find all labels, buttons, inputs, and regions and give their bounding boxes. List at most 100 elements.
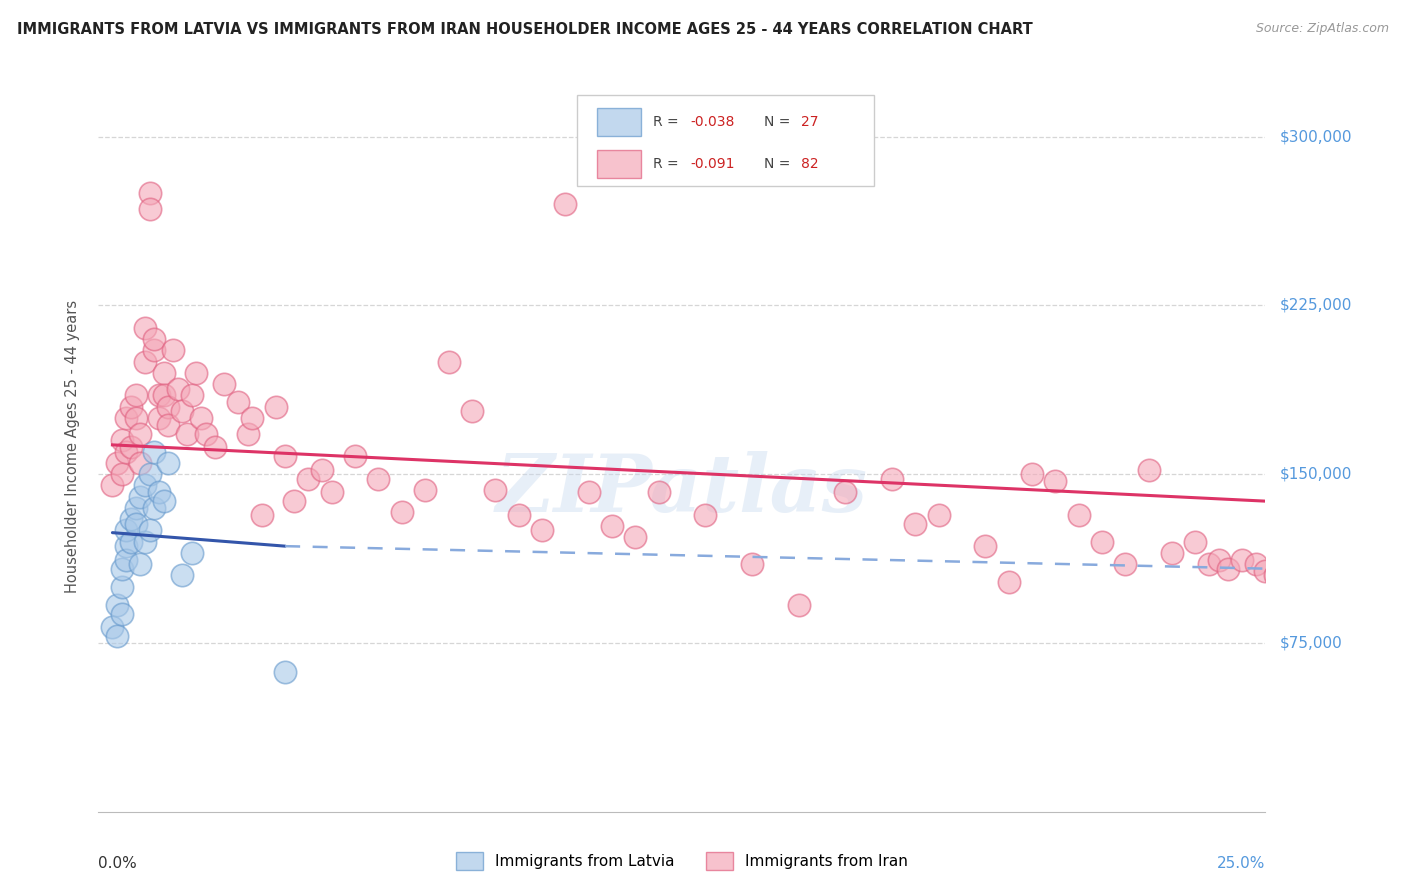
Point bbox=[264, 400, 287, 414]
Point bbox=[1161, 546, 1184, 560]
Point bbox=[105, 456, 128, 470]
Text: $225,000: $225,000 bbox=[1279, 298, 1351, 313]
Point bbox=[111, 562, 134, 576]
Point bbox=[115, 552, 138, 566]
Point bbox=[180, 388, 202, 402]
Bar bbox=[596, 108, 641, 136]
Point bbox=[120, 534, 142, 549]
Point bbox=[143, 500, 166, 515]
Point bbox=[101, 478, 124, 492]
Point bbox=[129, 490, 152, 504]
Text: 0.0%: 0.0% bbox=[98, 855, 138, 871]
Point bbox=[600, 519, 623, 533]
Text: $150,000: $150,000 bbox=[1279, 467, 1351, 482]
Point bbox=[508, 508, 530, 522]
Point bbox=[928, 508, 950, 522]
Point bbox=[120, 512, 142, 526]
Point bbox=[139, 524, 162, 538]
Point bbox=[321, 485, 343, 500]
Point bbox=[311, 462, 333, 476]
Point bbox=[274, 665, 297, 680]
Point bbox=[148, 388, 170, 402]
FancyBboxPatch shape bbox=[576, 95, 875, 186]
Text: R =: R = bbox=[652, 115, 683, 128]
Text: $75,000: $75,000 bbox=[1279, 635, 1343, 650]
Text: 27: 27 bbox=[801, 115, 818, 128]
Point bbox=[134, 354, 156, 368]
Point bbox=[143, 332, 166, 346]
Point bbox=[115, 539, 138, 553]
Point bbox=[134, 534, 156, 549]
Point bbox=[367, 472, 389, 486]
Text: 82: 82 bbox=[801, 157, 818, 170]
Point bbox=[172, 568, 194, 582]
Point bbox=[152, 366, 174, 380]
Point bbox=[787, 598, 810, 612]
Point bbox=[125, 410, 148, 425]
Point bbox=[134, 478, 156, 492]
Point bbox=[834, 485, 856, 500]
Legend: Immigrants from Latvia, Immigrants from Iran: Immigrants from Latvia, Immigrants from … bbox=[456, 852, 908, 870]
Point bbox=[530, 524, 553, 538]
Point bbox=[250, 508, 273, 522]
Text: N =: N = bbox=[763, 157, 794, 170]
Y-axis label: Householder Income Ages 25 - 44 years: Householder Income Ages 25 - 44 years bbox=[65, 300, 80, 592]
Point bbox=[997, 575, 1019, 590]
Point bbox=[186, 366, 208, 380]
Point bbox=[242, 410, 264, 425]
Text: N =: N = bbox=[763, 115, 794, 128]
Point bbox=[157, 417, 180, 432]
Point bbox=[484, 483, 506, 497]
Point bbox=[125, 388, 148, 402]
Point bbox=[1045, 474, 1067, 488]
Point bbox=[344, 449, 367, 463]
Point bbox=[1244, 557, 1267, 571]
Point bbox=[695, 508, 717, 522]
Point bbox=[111, 607, 134, 621]
Point bbox=[904, 516, 927, 531]
Point bbox=[139, 467, 162, 482]
Point bbox=[105, 629, 128, 643]
Point bbox=[129, 557, 152, 571]
Point bbox=[437, 354, 460, 368]
Point bbox=[111, 434, 134, 448]
Text: -0.038: -0.038 bbox=[690, 115, 734, 128]
Point bbox=[1137, 462, 1160, 476]
Point bbox=[1254, 564, 1277, 578]
Point bbox=[120, 400, 142, 414]
Text: IMMIGRANTS FROM LATVIA VS IMMIGRANTS FROM IRAN HOUSEHOLDER INCOME AGES 25 - 44 Y: IMMIGRANTS FROM LATVIA VS IMMIGRANTS FRO… bbox=[17, 22, 1032, 37]
Point bbox=[115, 444, 138, 458]
Point bbox=[190, 410, 212, 425]
Point bbox=[129, 456, 152, 470]
Point bbox=[1216, 562, 1239, 576]
Text: R =: R = bbox=[652, 157, 683, 170]
Point bbox=[125, 500, 148, 515]
Point bbox=[115, 410, 138, 425]
Point bbox=[120, 440, 142, 454]
Point bbox=[157, 400, 180, 414]
Point bbox=[115, 524, 138, 538]
Point bbox=[143, 444, 166, 458]
Point bbox=[134, 321, 156, 335]
Point bbox=[283, 494, 305, 508]
Point bbox=[297, 472, 319, 486]
Point bbox=[129, 426, 152, 441]
Point bbox=[1114, 557, 1136, 571]
Point bbox=[1198, 557, 1220, 571]
Point bbox=[461, 404, 484, 418]
Point bbox=[1067, 508, 1090, 522]
Text: $300,000: $300,000 bbox=[1279, 129, 1351, 144]
Point bbox=[125, 516, 148, 531]
Point bbox=[143, 343, 166, 358]
Point bbox=[166, 382, 188, 396]
Point bbox=[148, 485, 170, 500]
Point bbox=[152, 388, 174, 402]
Point bbox=[214, 377, 236, 392]
Point bbox=[880, 472, 903, 486]
Point bbox=[1264, 568, 1286, 582]
Point bbox=[647, 485, 669, 500]
Point bbox=[1230, 552, 1253, 566]
Point bbox=[204, 440, 226, 454]
Point bbox=[180, 546, 202, 560]
Point bbox=[554, 197, 576, 211]
